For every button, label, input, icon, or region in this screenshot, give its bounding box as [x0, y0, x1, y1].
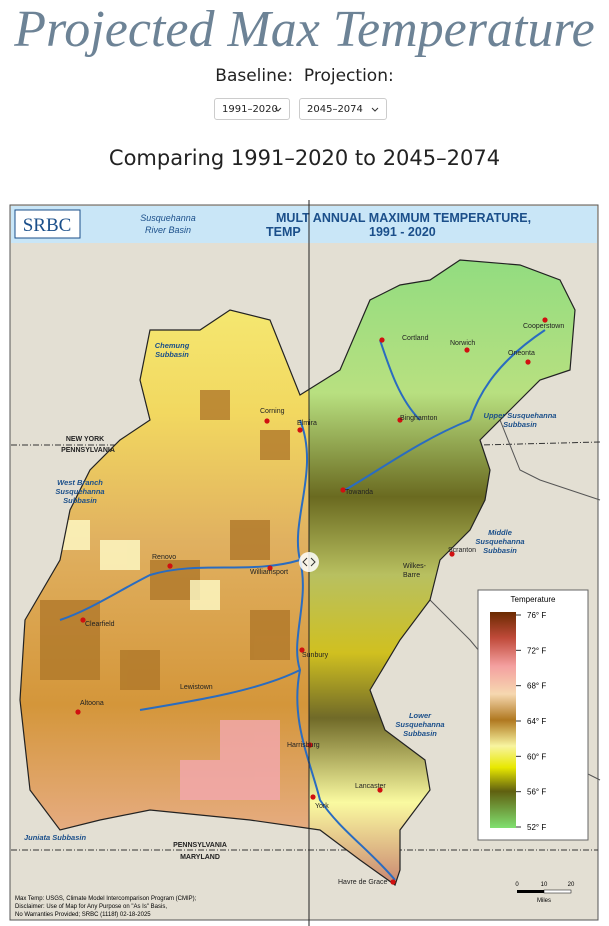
city-dot	[340, 487, 346, 493]
map-title: TEMP	[266, 225, 301, 239]
legend-title: Temperature	[511, 595, 556, 604]
state-label: MARYLAND	[180, 854, 220, 861]
legend-ramp	[490, 612, 516, 828]
city-label: Williamsport	[250, 569, 288, 576]
basin-name: Susquehanna	[140, 213, 196, 223]
city-label: Barre	[403, 572, 420, 579]
city-label: Cortland	[402, 335, 429, 342]
city-label: Lewistown	[180, 684, 213, 691]
subbasin-label: Middle	[488, 528, 512, 537]
subbasin-label: Upper Susquehanna	[484, 411, 557, 420]
chevron	[274, 107, 282, 112]
footer-line: No Warranties Provided; SRBC (1118f) 02-…	[15, 912, 151, 918]
city-dot	[75, 709, 81, 715]
subbasin-label: Juniata Subbasin	[24, 833, 87, 842]
raster-cells	[40, 390, 290, 690]
legend-label: 76° F	[527, 611, 546, 620]
map-compare: SRBC Susquehanna River Basin MULT ANNUAL…	[9, 200, 601, 926]
subbasin-label: Chemung	[155, 341, 190, 350]
subbasin-label: Subbasin	[403, 729, 437, 738]
city-label: Oneonta	[508, 350, 535, 357]
city-label: Sunbury	[302, 652, 329, 659]
city-label: Scranton	[448, 547, 476, 554]
footer-line: Max Temp: USGS, Climate Model Intercompa…	[15, 896, 197, 902]
city-label: Towanda	[345, 489, 373, 496]
scale-label: 10	[541, 882, 548, 888]
city-dot	[297, 427, 303, 433]
river	[59, 329, 546, 881]
city-label: York	[315, 803, 329, 810]
city-dot	[525, 359, 531, 365]
city-label: Harrisburg	[287, 742, 320, 749]
scale-label: 0	[515, 882, 519, 888]
city-dot	[310, 794, 316, 800]
city-label: Renovo	[152, 554, 176, 561]
page-title: Projected Max Temperature	[14, 1, 595, 58]
logo-box	[14, 209, 81, 239]
compare-handle[interactable]	[299, 552, 319, 572]
legend-label: 56° F	[527, 788, 546, 797]
subbasin-label: Susquehanna	[395, 720, 444, 729]
map-header	[11, 206, 597, 243]
city-dot	[299, 647, 305, 653]
chevron	[371, 107, 379, 112]
city-dot	[267, 565, 273, 571]
projection-value: 2045–2074	[307, 104, 363, 115]
subbasin-label: Subbasin	[63, 496, 97, 505]
map-title: MULT ANNUAL MAXIMUM TEMPERATURE,	[276, 211, 531, 225]
state-label: PENNSYLVANIA	[173, 842, 227, 849]
city-dot	[377, 787, 383, 793]
subbasin-label: Susquehanna	[55, 487, 104, 496]
state-label: NEW YORK	[66, 436, 104, 443]
basin-name: River Basin	[145, 225, 191, 235]
city-dot	[449, 551, 455, 557]
scale-unit: Miles	[537, 898, 551, 904]
comparison-heading: Comparing 1991–2020 to 2045–2074	[108, 146, 501, 170]
city-label: Clearfield	[85, 621, 115, 628]
projection-select[interactable]: 2045–2074	[299, 98, 387, 120]
select-labels: Baseline: Projection:	[0, 66, 609, 86]
baseline-select[interactable]: 1991–2020	[214, 98, 290, 120]
city-dot	[167, 563, 173, 569]
baseline-label: Baseline:	[215, 66, 294, 86]
city-label: Elmira	[297, 420, 317, 427]
subbasin-label: Subbasin	[503, 420, 537, 429]
city-dot	[80, 617, 86, 623]
map-title: 1991 - 2020	[369, 225, 436, 239]
city-dot	[397, 417, 403, 423]
footer-line: Disclaimer: Use of Map for Any Purpose o…	[15, 904, 167, 910]
baseline-value: 1991–2020	[222, 104, 278, 115]
scale-bar	[517, 889, 572, 894]
legend-label: 72° F	[527, 646, 546, 655]
subbasin-label: Lower	[409, 711, 432, 720]
city-label: Havre de Grace	[338, 879, 388, 886]
city-dot	[464, 347, 470, 353]
city-label: Corning	[260, 408, 285, 415]
city-dot	[390, 879, 396, 885]
legend-label: 52° F	[527, 823, 546, 832]
legend-label: 68° F	[527, 682, 546, 691]
city-dot	[379, 337, 385, 343]
subbasin-label: West Branch	[57, 478, 103, 487]
legend-label: 64° F	[527, 717, 546, 726]
city-label: Altoona	[80, 700, 104, 707]
subbasin-label: Susquehanna	[475, 537, 524, 546]
city-dot	[264, 418, 270, 424]
city-label: Cooperstown	[523, 323, 564, 330]
scale-label: 20	[568, 882, 575, 888]
city-label: Binghamton	[400, 415, 437, 422]
city-label: Wilkes-	[403, 563, 427, 570]
logo: SRBC	[23, 215, 72, 236]
city-label: Norwich	[450, 340, 475, 347]
city-dot	[542, 317, 548, 323]
city-label: Lancaster	[355, 783, 386, 790]
legend-label: 60° F	[527, 752, 546, 761]
raster-cells	[180, 720, 280, 800]
state-label: PENNSYLVANIA	[61, 447, 115, 454]
subbasin-label: Subbasin	[483, 546, 517, 555]
projection-label: Projection:	[303, 66, 394, 86]
subbasin-label: Subbasin	[155, 350, 189, 359]
